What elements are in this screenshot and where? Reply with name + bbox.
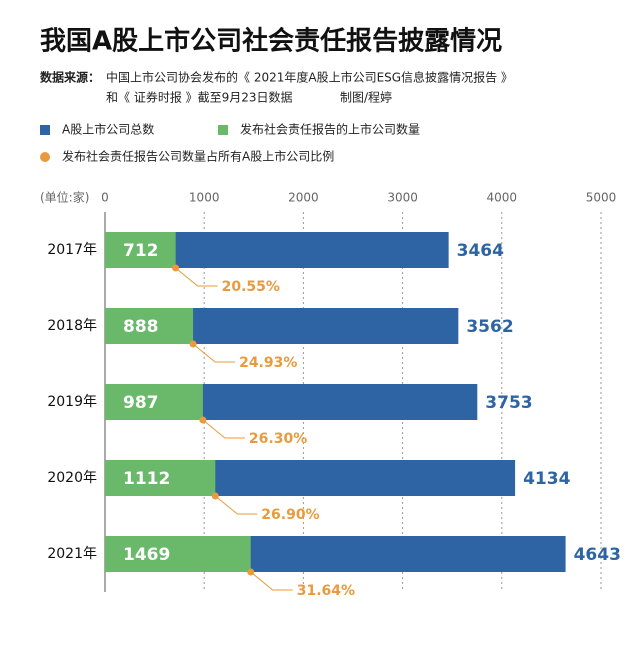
x-tick-label: 2000	[288, 191, 319, 205]
y-tick-label: 2020年	[47, 470, 97, 486]
value-label: 3562	[466, 317, 513, 337]
x-tick-label: 5000	[586, 191, 617, 205]
legend-swatch	[40, 125, 50, 135]
ratio-dot	[199, 416, 207, 424]
y-tick-label: 2019年	[47, 394, 97, 410]
y-tick-label: 2017年	[47, 242, 97, 258]
legend-swatch	[218, 125, 228, 135]
source-label: 数据来源：	[40, 70, 100, 85]
leader-line	[250, 571, 293, 591]
y-tick-label: 2021年	[47, 546, 97, 562]
x-tick-label: 4000	[487, 191, 518, 205]
value-label: 4643	[574, 545, 621, 565]
ratio-label: 26.90%	[261, 507, 319, 523]
chart-title: 我国A股上市公司社会责任报告披露情况	[40, 26, 502, 57]
leader-line	[192, 343, 236, 363]
leader-line	[214, 495, 258, 515]
ratio-dot	[211, 492, 219, 500]
value-label: 1112	[123, 469, 170, 489]
bar	[105, 308, 194, 344]
legend-label: A股上市公司总数	[62, 122, 154, 137]
ratio-label: 20.55%	[222, 279, 280, 295]
value-label: 3753	[485, 393, 532, 413]
legend-label: 发布社会责任报告的上市公司数量	[240, 122, 420, 137]
legend-label: 发布社会责任报告公司数量占所有A股上市公司比例	[62, 149, 334, 164]
unit-label: (单位:家)	[40, 190, 89, 205]
ratio-dot	[172, 264, 180, 272]
bar	[105, 536, 251, 572]
bar	[105, 232, 176, 268]
x-tick-label: 0	[101, 191, 109, 205]
ratio-label: 26.30%	[249, 431, 307, 447]
value-label: 3464	[457, 241, 504, 261]
source: 中国上市公司协会发布的《 2021年度A股上市公司ESG信息披露情况报告 》	[106, 70, 513, 85]
value-label: 712	[123, 241, 159, 261]
x-tick-label: 3000	[387, 191, 418, 205]
value-label: 888	[123, 317, 159, 337]
y-tick-label: 2018年	[47, 318, 97, 334]
leader-line	[202, 419, 245, 439]
ratio-label: 31.64%	[297, 583, 355, 599]
ratio-dot	[247, 568, 255, 576]
bar	[105, 384, 203, 420]
value-label: 4134	[523, 469, 570, 489]
credit: 制图/程婷	[340, 90, 392, 105]
leader-line	[175, 267, 218, 287]
ratio-label: 24.93%	[239, 355, 297, 371]
x-tick-label: 1000	[189, 191, 220, 205]
value-label: 987	[123, 393, 159, 413]
bar	[105, 460, 216, 496]
source: 和《 证券时报 》截至9月23日数据	[106, 90, 293, 105]
legend-swatch	[40, 152, 50, 162]
ratio-dot	[189, 340, 197, 348]
value-label: 1469	[123, 545, 170, 565]
